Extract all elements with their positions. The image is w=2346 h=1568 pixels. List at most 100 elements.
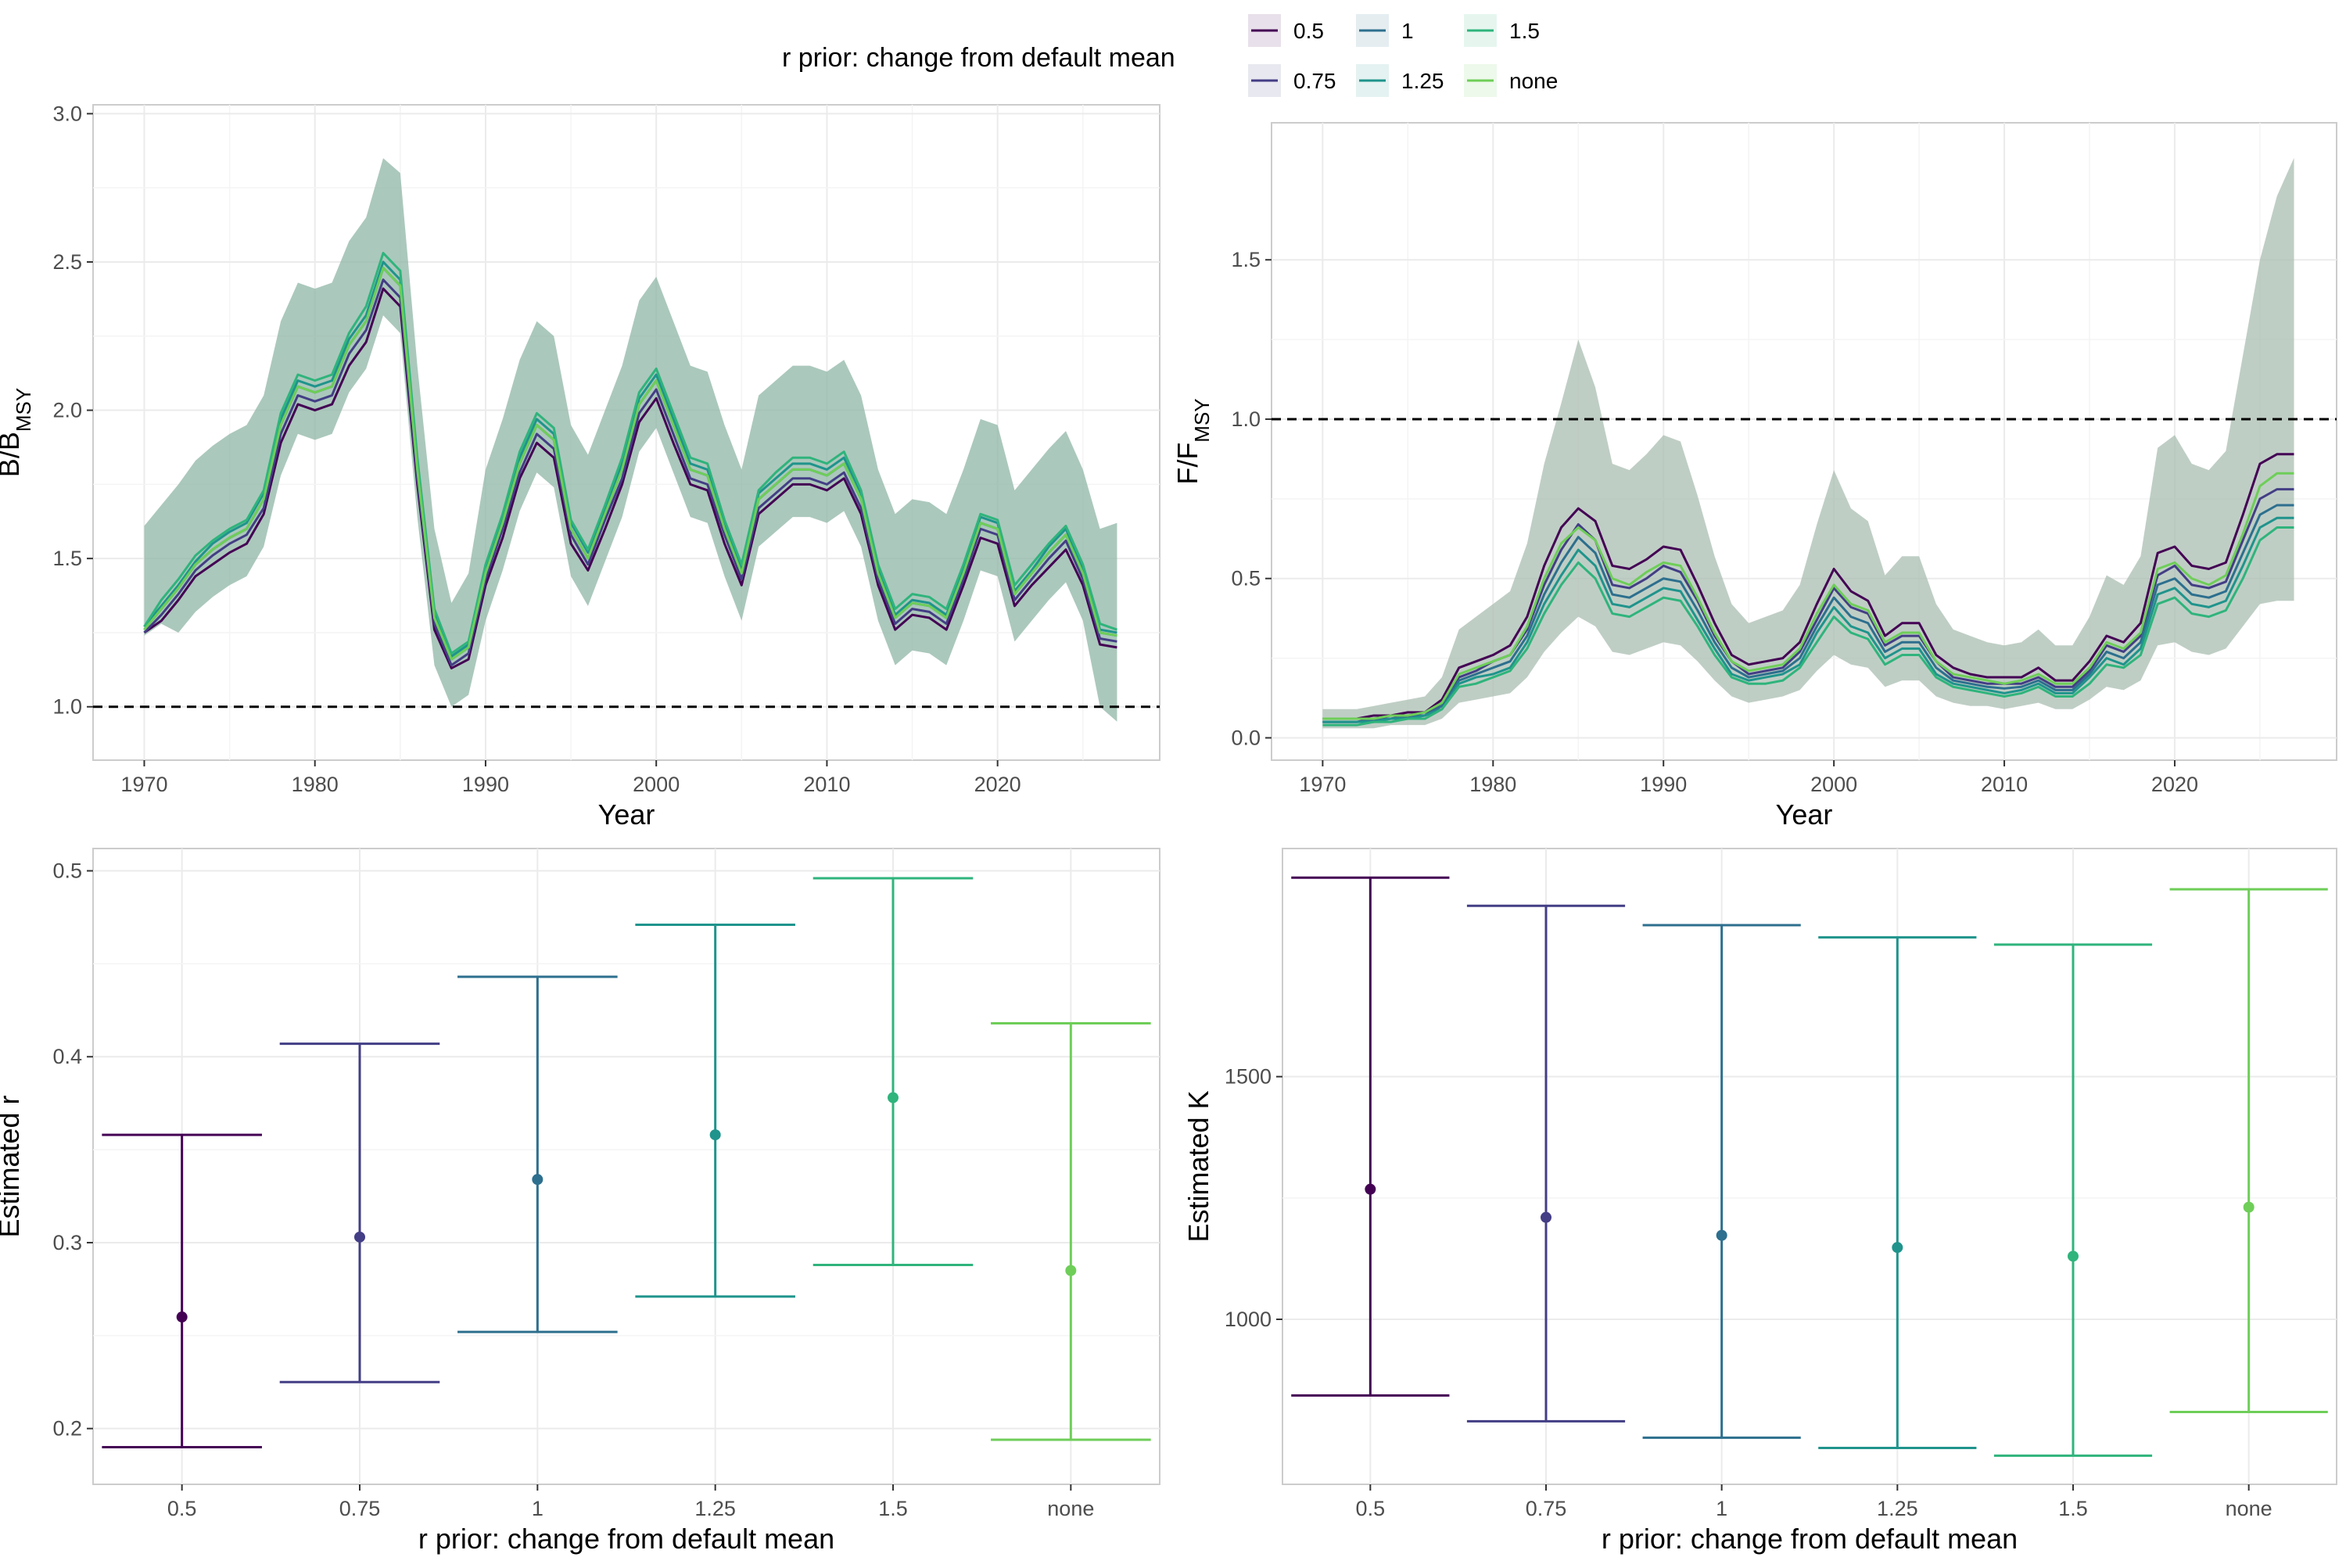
legend-item: 0.5 [1248, 14, 1324, 47]
series-line-1.25 [1322, 516, 2294, 723]
series-line-1.5 [143, 252, 1117, 655]
x-axis-title: Year [598, 798, 655, 831]
series-line-0.5 [1322, 453, 2294, 720]
panel-estimated-k: 1000 1500 0.5 0.75 1 1.25 1.5 none r prior: chan… [1182, 848, 2337, 1555]
tick-label-x: 1980 [1469, 773, 1516, 796]
legend-label: 0.5 [1293, 19, 1324, 43]
legend-label: 0.75 [1293, 69, 1336, 93]
tick-label-x: 1.25 [694, 1497, 736, 1520]
series-line-none [1322, 472, 2294, 720]
tick-label-y: 1.0 [1231, 407, 1261, 431]
estimate-point [1541, 1211, 1551, 1223]
tick-label-x: 2000 [1810, 773, 1857, 796]
x-axis-title: r prior: change from default mean [418, 1523, 834, 1555]
tick-label-x: 1970 [1299, 773, 1346, 796]
tick-label-x: 0.5 [167, 1497, 197, 1520]
legend-label: 1 [1401, 19, 1414, 43]
x-axis-title: r prior: change from default mean [1602, 1523, 2018, 1555]
series-line-0.75 [143, 278, 1117, 667]
y-axis-title: F/FMSY [1171, 398, 1214, 484]
tick-label-x: 0.75 [339, 1497, 381, 1520]
tick-label-x: 1.5 [2058, 1497, 2088, 1520]
tick-label-x: 1990 [1640, 773, 1687, 796]
estimate-point [354, 1231, 365, 1243]
tick-label-x: 1.5 [878, 1497, 908, 1520]
panel-f-fmsy: 1970 1980 1990 2000 2010 2020 0.0 0.5 1.0 1.5 Year… [1171, 122, 2337, 831]
tick-label-x: none [2226, 1497, 2272, 1520]
panel-b-bmsy: 1970 1980 1990 2000 2010 2020 1.0 1.5 2.0 2.5 3.0 Y… [0, 102, 1160, 831]
y-axis-title: Estimated K [1182, 1090, 1214, 1242]
tick-label-y: 1500 [1225, 1065, 1272, 1089]
errorbar-none [991, 1021, 1151, 1441]
legend-item: 0.75 [1248, 64, 1336, 97]
series-line-none [143, 267, 1117, 661]
estimate-point [1065, 1265, 1077, 1276]
plot-area [1282, 848, 2337, 1485]
legend-label: none [1509, 69, 1558, 93]
tick-label-x: 2010 [1981, 773, 2028, 796]
errorbar-0.5 [102, 1133, 262, 1448]
series-line-1 [1322, 504, 2294, 723]
legend-label: 1.25 [1401, 69, 1444, 93]
errorbar-none [2169, 888, 2328, 1414]
legend-title: r prior: change from default mean [782, 43, 1175, 73]
series-line-0.5 [143, 287, 1117, 669]
tick-label-y: 0.0 [1231, 726, 1261, 749]
errorbar-1.5 [1993, 943, 2153, 1457]
tick-label-y: 0.5 [52, 859, 82, 883]
estimate-point [1716, 1229, 1727, 1241]
estimate-point [532, 1174, 543, 1186]
tick-label-x: 0.5 [1356, 1497, 1386, 1520]
x-axis-title: Year [1776, 798, 1833, 831]
tick-label-y: 1.5 [1231, 248, 1261, 271]
estimate-point [2068, 1250, 2079, 1262]
tick-label-x: 2000 [633, 773, 680, 796]
estimate-point [176, 1311, 188, 1323]
legend-label: 1.5 [1509, 19, 1540, 43]
tick-label-x: 1 [1716, 1497, 1727, 1520]
tick-label-y: 0.3 [52, 1231, 82, 1254]
tick-label-x: 1970 [120, 773, 167, 796]
uncertainty-band [1322, 157, 2294, 729]
errorbar-1 [1642, 924, 1801, 1439]
tick-label-x: 1990 [462, 773, 509, 796]
tick-label-y: 0.4 [52, 1045, 82, 1068]
errorbar-1 [457, 975, 618, 1333]
tick-label-y: 1.0 [52, 695, 82, 719]
y-axis-title: Estimated r [0, 1095, 25, 1237]
tick-label-x: 2020 [2151, 773, 2198, 796]
errorbar-1.25 [635, 923, 795, 1298]
tick-label-y: 1.5 [52, 547, 82, 570]
tick-label-x: 2010 [803, 773, 850, 796]
legend-item: 1.5 [1464, 14, 1540, 47]
estimate-point [709, 1129, 721, 1141]
legend: r prior: change from default mean 0.5 1 1.… [782, 14, 1558, 97]
errorbar-0.5 [1291, 876, 1450, 1397]
plot-area [92, 848, 1160, 1485]
errorbar-1.25 [1818, 936, 1977, 1449]
series-line-0.75 [1322, 488, 2294, 723]
tick-label-x: 1.25 [1877, 1497, 1918, 1520]
tick-label-y: 0.5 [1231, 567, 1261, 590]
errorbar-0.75 [1466, 904, 1626, 1423]
tick-label-x: 2020 [974, 773, 1021, 796]
legend-item: 1.25 [1356, 64, 1444, 97]
estimate-point [888, 1092, 899, 1103]
errorbar-1.5 [812, 877, 974, 1266]
tick-label-y: 3.0 [52, 102, 82, 125]
tick-label-y: 1000 [1225, 1308, 1272, 1331]
tick-label-x: 0.75 [1526, 1497, 1567, 1520]
panel-estimated-r: 0.2 0.3 0.4 0.5 0.5 0.75 1 1.25 1.5 none r prior: … [0, 848, 1160, 1555]
y-axis-title: B/BMSY [0, 388, 35, 477]
legend-item: none [1464, 64, 1558, 97]
estimate-point [1365, 1183, 1376, 1195]
legend-item: 1 [1356, 14, 1414, 47]
tick-label-y: 2.0 [52, 399, 82, 422]
tick-label-y: 2.5 [52, 250, 82, 274]
tick-label-x: none [1047, 1497, 1094, 1520]
errorbar-0.75 [279, 1042, 440, 1383]
tick-label-x: 1 [532, 1497, 543, 1520]
estimate-point [2243, 1201, 2255, 1213]
series-line-1.5 [1322, 526, 2294, 727]
